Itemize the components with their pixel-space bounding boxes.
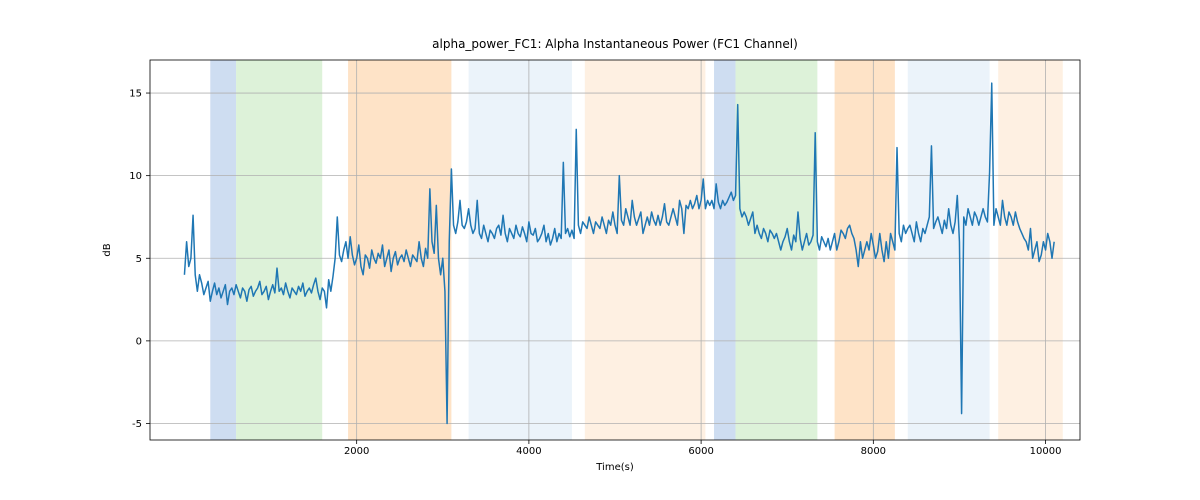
x-tick-label: 2000	[344, 446, 369, 457]
x-tick-label: 8000	[861, 446, 886, 457]
shaded-region	[736, 60, 818, 440]
shaded-region	[236, 60, 322, 440]
y-tick-label: 15	[129, 89, 142, 100]
shaded-region	[210, 60, 236, 440]
y-tick-label: 5	[136, 254, 142, 265]
x-tick-label: 6000	[688, 446, 713, 457]
x-tick-label: 10000	[1030, 446, 1062, 457]
shaded-region	[714, 60, 736, 440]
shaded-region	[469, 60, 572, 440]
shaded-region	[585, 60, 706, 440]
chart-title: alpha_power_FC1: Alpha Instantaneous Pow…	[432, 37, 798, 51]
y-axis-label: dB	[102, 243, 113, 256]
x-tick-label: 4000	[516, 446, 541, 457]
shaded-region	[348, 60, 451, 440]
x-axis-label: Time(s)	[595, 462, 634, 473]
y-tick-label: 10	[129, 171, 142, 182]
y-tick-label: 0	[136, 336, 142, 347]
shaded-region	[908, 60, 990, 440]
chart-container: 2000 4000 6000 8000 10000 -5 0 5 10 15 Time(s) dB al…	[0, 0, 1200, 500]
line-chart: 2000 4000 6000 8000 10000 -5 0 5 10 15 Time(s) dB al…	[0, 0, 1200, 500]
y-tick-label: -5	[132, 419, 142, 430]
